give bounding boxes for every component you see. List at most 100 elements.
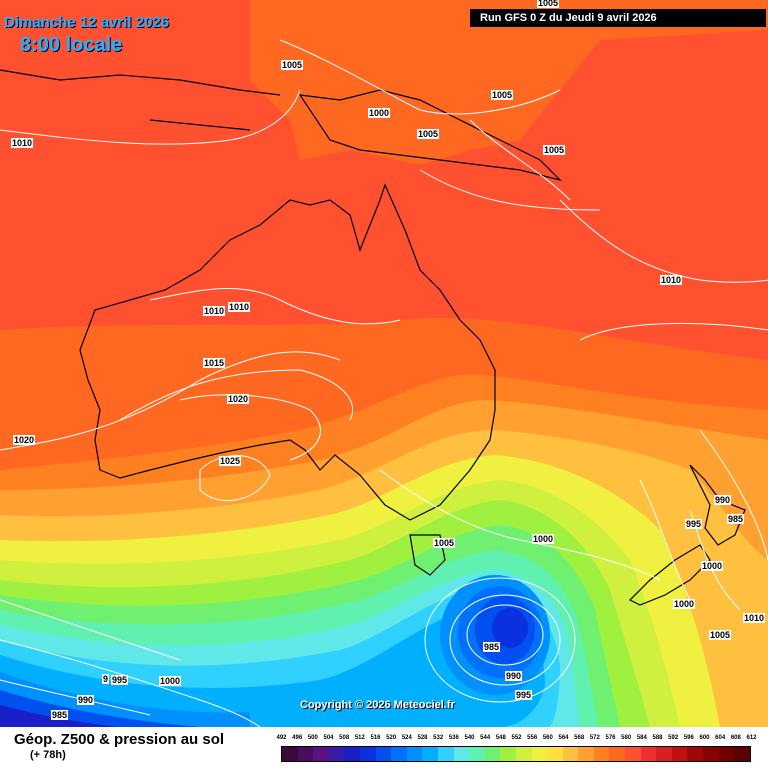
- scale-label: 556: [527, 735, 538, 741]
- pressure-label: 1000: [673, 599, 696, 609]
- pressure-label: 1020: [13, 435, 36, 445]
- scale-label: 552: [511, 735, 522, 741]
- pressure-label: 985: [51, 710, 69, 720]
- scale-labels: 492 496 500 504 508 512 516 520 524 528 532 536 540 5…: [276, 735, 756, 745]
- pressure-label: 1020: [227, 394, 250, 404]
- scale-swatch: [469, 747, 485, 761]
- scale-label: 512: [354, 735, 365, 741]
- pressure-label: 1005: [417, 129, 440, 139]
- pressure-label-bg: [483, 642, 501, 652]
- pressure-labels: 1005 1005 1000 1005 1005 1005 1010 1010 …: [11, 0, 766, 720]
- pressure-label: 1000: [368, 108, 391, 118]
- pressure-label: 1010: [743, 613, 766, 623]
- svg-text:1010: 1010: [661, 275, 681, 285]
- scale-swatch: [484, 747, 501, 761]
- forecast-time: 8:00 locale: [20, 34, 123, 56]
- pressure-label: 990: [77, 695, 95, 705]
- pressure-label-bg: [227, 394, 250, 404]
- pressure-label: 1005: [543, 145, 566, 155]
- scale-swatch: [734, 747, 750, 761]
- scale-swatch: [282, 747, 298, 761]
- pressure-label-bg: [543, 145, 566, 155]
- svg-text:1005: 1005: [710, 630, 730, 640]
- new-guinea-coastline: [298, 89, 562, 182]
- pressure-label: 995: [515, 690, 533, 700]
- svg-text:995: 995: [516, 690, 531, 700]
- pressure-label-bg: [159, 676, 182, 686]
- australia-coastline: [79, 183, 496, 521]
- scale-label: 508: [339, 735, 350, 741]
- scale-swatch: [359, 747, 376, 761]
- scale-label: 612: [746, 735, 757, 741]
- pressure-label: 985: [727, 514, 745, 524]
- scale-swatch: [313, 747, 329, 761]
- pressure-label-bg: [417, 129, 440, 139]
- pressure-label: 1010: [11, 138, 34, 148]
- pressure-label-bg: [491, 90, 514, 100]
- svg-text:1010: 1010: [12, 138, 32, 148]
- run-info: Run GFS 0 Z du Jeudi 9 avril 2026: [470, 9, 766, 27]
- scale-swatch: [422, 747, 438, 761]
- pressure-label-bg: [743, 613, 766, 623]
- svg-text:990: 990: [715, 495, 730, 505]
- pressure-label: 1005: [537, 0, 560, 8]
- scale-swatch: [562, 747, 579, 761]
- pressure-label: 995: [685, 519, 703, 529]
- svg-text:1020: 1020: [228, 394, 248, 404]
- scale-swatch: [671, 747, 688, 761]
- pressure-label-bg: [505, 671, 523, 681]
- pressure-label: 1005: [281, 60, 304, 70]
- svg-text:1005: 1005: [544, 145, 564, 155]
- new-zealand-north-coastline: [689, 464, 746, 546]
- svg-text:985: 985: [484, 642, 499, 652]
- svg-text:1010: 1010: [744, 613, 764, 623]
- svg-text:1015: 1015: [204, 358, 224, 368]
- scale-swatch: [328, 747, 345, 761]
- svg-text:1020: 1020: [14, 435, 34, 445]
- pressure-label-bg: [281, 60, 304, 70]
- scale-swatch: [406, 747, 423, 761]
- pressure-label-bg: [727, 514, 745, 524]
- scale-label: 596: [683, 735, 694, 741]
- scale-swatch: [515, 747, 532, 761]
- svg-text:9: 9: [103, 674, 108, 684]
- pressure-label: 1005: [709, 630, 732, 640]
- pressure-label: 1010: [203, 306, 226, 316]
- svg-text:1000: 1000: [674, 599, 694, 609]
- scale-swatch: [437, 747, 454, 761]
- svg-text:1005: 1005: [418, 129, 438, 139]
- scale-swatch: [500, 747, 516, 761]
- scale-swatch: [531, 747, 548, 761]
- isobars: [0, 39, 768, 727]
- pressure-label-bg: [203, 358, 226, 368]
- scale-label: 492: [276, 735, 287, 741]
- scale-label: 564: [558, 735, 569, 741]
- scale-label: 544: [480, 735, 491, 741]
- scale-label: 536: [448, 735, 459, 741]
- pressure-label: 1015: [203, 358, 226, 368]
- svg-text:985: 985: [52, 710, 67, 720]
- pressure-label-bg: [660, 275, 683, 285]
- scale-label: 592: [668, 735, 679, 741]
- scale-label: 496: [292, 735, 303, 741]
- scale-label: 584: [636, 735, 647, 741]
- pressure-label: 1025: [219, 456, 242, 466]
- pressure-label-bg: [102, 674, 110, 684]
- pressure-label-bg: [11, 138, 34, 148]
- color-scale: 492 496 500 504 508 512 516 520 524 528 532 536 540 5…: [276, 735, 757, 765]
- svg-text:1000: 1000: [533, 534, 553, 544]
- scale-label: 532: [433, 735, 444, 741]
- scale-label: 604: [715, 735, 726, 741]
- pressure-label-bg: [51, 710, 69, 720]
- scale-swatch: [625, 747, 641, 761]
- scale-label: 588: [652, 735, 663, 741]
- scale-label: 516: [370, 735, 381, 741]
- svg-text:1005: 1005: [538, 0, 558, 8]
- pressure-label-bg: [228, 302, 251, 312]
- scale-swatch: [344, 747, 360, 761]
- scale-swatch: [656, 747, 672, 761]
- scale-swatch: [297, 747, 314, 761]
- pressure-label-bg: [673, 599, 696, 609]
- scale-label: 608: [730, 735, 741, 741]
- scale-label: 540: [464, 735, 475, 741]
